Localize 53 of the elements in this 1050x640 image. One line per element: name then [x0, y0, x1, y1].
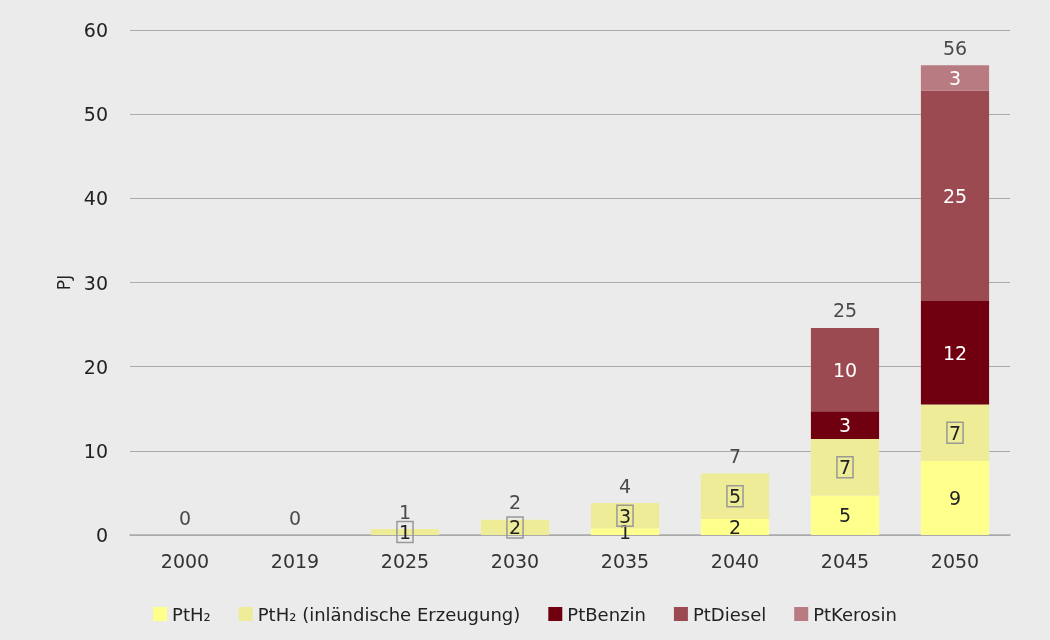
total-label: 0 — [178, 506, 192, 529]
x-tick-label: 2045 — [820, 549, 870, 572]
x-tick-label: 2040 — [710, 549, 760, 572]
legend-label: PtH₂ — [172, 603, 211, 625]
data-label: 2 — [728, 516, 742, 538]
bar — [810, 495, 880, 535]
x-tick-label: 2030 — [490, 549, 540, 572]
total-label: 56 — [942, 36, 968, 59]
total-label: 25 — [832, 299, 858, 322]
x-tick-label: 2000 — [160, 549, 210, 572]
x-tick-label: 2019 — [270, 549, 320, 572]
data-label: 2 — [508, 516, 522, 539]
legend-label: PtH₂ (inländische Erzeugung) — [257, 603, 521, 625]
data-label: 10 — [832, 358, 858, 381]
bar — [700, 519, 770, 535]
bar — [810, 439, 880, 496]
total-label: 7 — [728, 445, 742, 468]
y-tick-label: 60 — [83, 19, 108, 41]
y-tick-label: 50 — [83, 103, 108, 126]
y-tick-label: 30 — [83, 271, 108, 294]
data-label: 3 — [838, 414, 852, 437]
data-label: 1 — [398, 521, 412, 544]
y-axis-title: PJ — [54, 274, 75, 291]
bar — [700, 473, 770, 520]
data-label: 9 — [948, 486, 962, 509]
data-label: 3 — [948, 66, 962, 89]
bar — [810, 411, 880, 440]
total-label: 2 — [508, 491, 522, 514]
y-tick-label: 0 — [95, 524, 108, 546]
total-label: 4 — [618, 474, 632, 497]
x-tick-label: 2025 — [380, 549, 430, 572]
data-label: 25 — [942, 184, 968, 207]
legend-label: PtKerosin — [813, 603, 897, 625]
data-label: 12 — [942, 341, 968, 364]
total-label: 1 — [398, 500, 412, 523]
legend-label: PtBenzin — [567, 603, 646, 625]
bar — [920, 90, 990, 302]
data-label: 7 — [838, 456, 852, 479]
data-label: 7 — [948, 421, 962, 444]
x-tick-label: 2035 — [600, 549, 650, 572]
data-label: 5 — [728, 485, 742, 508]
legend-label: PtDiesel — [692, 603, 767, 625]
total-label: 0 — [288, 506, 302, 529]
data-label: 5 — [838, 504, 852, 527]
y-tick-label: 20 — [83, 355, 108, 378]
x-tick-label: 2050 — [930, 549, 980, 572]
bar — [920, 65, 990, 91]
bar — [920, 404, 990, 461]
bar — [920, 460, 990, 535]
y-tick-label: 40 — [83, 187, 108, 210]
bar — [810, 327, 880, 412]
bar — [920, 301, 990, 405]
y-tick-label: 10 — [83, 439, 108, 462]
